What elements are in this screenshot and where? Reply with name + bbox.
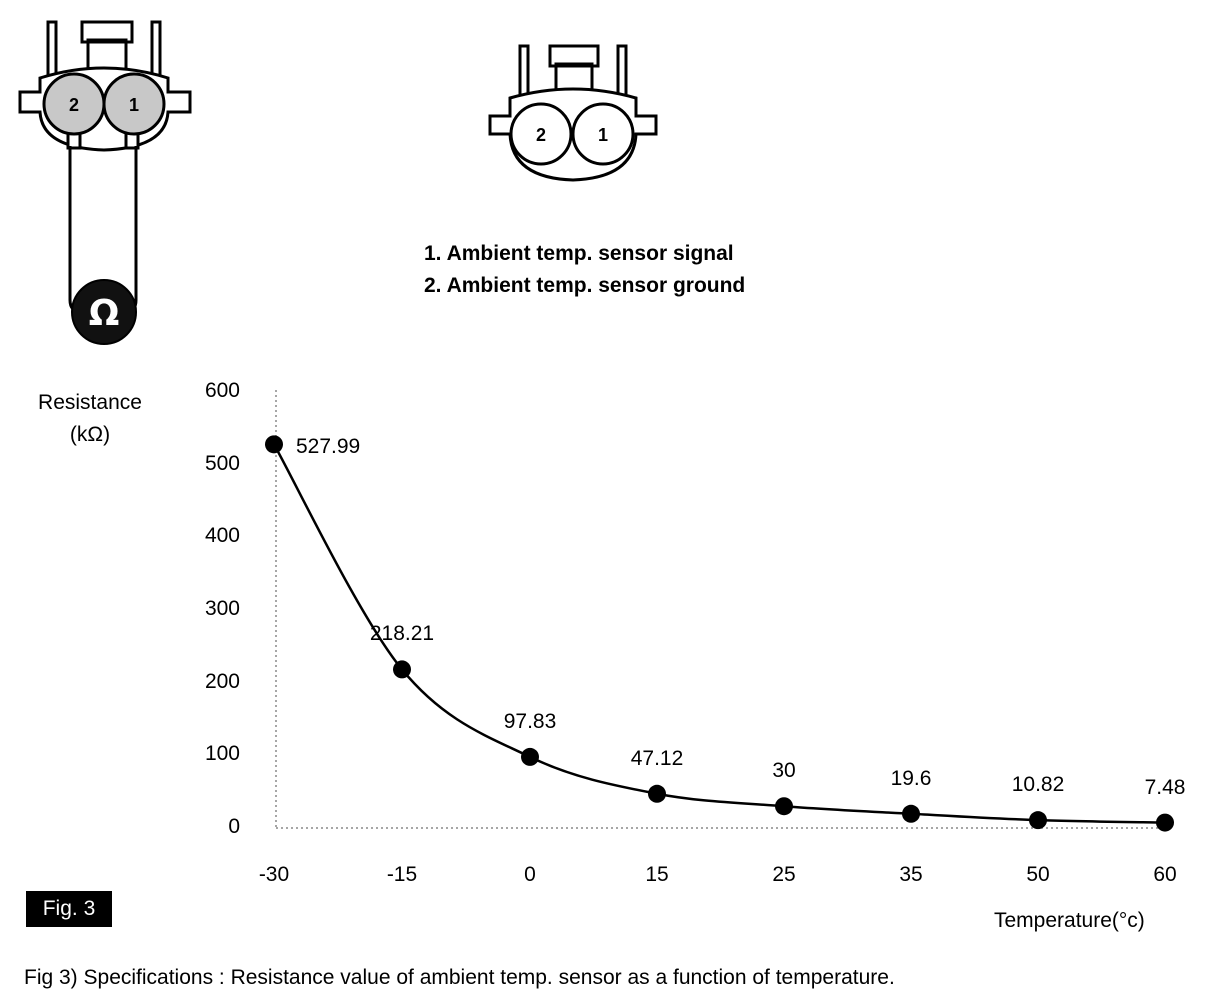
y-tick-label: 500: [204, 451, 240, 475]
figure-caption: Fig 3) Specifications : Resistance value…: [24, 966, 895, 989]
data-point-2: [521, 747, 539, 766]
x-tick-label: -30: [258, 863, 290, 886]
pin-view-connector: [488, 44, 658, 182]
data-point-1: [393, 660, 411, 679]
y-axis-label: Resistance (kΩ): [22, 387, 158, 451]
data-value-label: 97.83: [503, 709, 557, 733]
data-point-6: [1029, 811, 1047, 830]
data-points: [265, 435, 1174, 832]
y-tick-label: 100: [204, 742, 240, 766]
data-point-3: [648, 784, 666, 803]
data-point-7: [1156, 813, 1174, 832]
y-tick-label: 0: [228, 815, 240, 838]
x-tick-label: 0: [524, 863, 536, 886]
y-axis-label-line-2: (kΩ): [69, 423, 111, 446]
data-value-label: 30: [772, 759, 796, 783]
data-value-label: 218.21: [369, 622, 435, 646]
pin-1-circle: [571, 102, 635, 166]
data-value-label: 10.82: [1011, 773, 1065, 797]
probed-pin-1: [102, 72, 166, 136]
x-tick-label: -15: [386, 863, 418, 886]
probed-pin-1-number: 1: [129, 95, 139, 115]
probed-connector: [18, 20, 192, 152]
y-tick-label: 200: [204, 669, 240, 693]
probed-pin-2-number: 2: [69, 95, 79, 115]
data-point-4: [775, 797, 793, 816]
y-tick-label: 400: [204, 524, 240, 548]
legend-pin-1: 1. Ambient temp. sensor signal: [424, 242, 734, 265]
ohmmeter-icon: [71, 279, 137, 345]
data-value-label: 7.48: [1144, 775, 1186, 799]
ohm-symbol: Ω: [89, 293, 120, 334]
figure-badge: Fig. 3: [26, 891, 112, 927]
data-value-label: 527.99: [296, 435, 361, 459]
y-tick-label: 300: [204, 597, 240, 620]
x-tick-label: 35: [899, 863, 923, 886]
data-value-label: 19.6: [890, 766, 932, 790]
pin-2-number: 2: [536, 125, 546, 145]
x-tick-label: 50: [1026, 863, 1050, 886]
legend-pin-2: 2. Ambient temp. sensor ground: [424, 274, 746, 297]
pin-2-circle: [509, 102, 573, 166]
pin-legend: 1. Ambient temp. sensor signal 2. Ambien…: [424, 238, 745, 302]
data-value-label: 47.12: [630, 746, 684, 770]
x-axis-label: Temperature(°c): [994, 909, 1145, 932]
y-tick-label: 600: [204, 379, 240, 402]
data-point-0: [265, 435, 283, 454]
y-axis-label-line-1: Resistance: [38, 391, 142, 414]
data-point-5: [902, 804, 920, 823]
pin-1-number: 1: [598, 125, 608, 145]
x-tick-label: 25: [772, 863, 796, 886]
x-tick-label: 15: [645, 863, 669, 886]
x-tick-label: 60: [1153, 863, 1177, 886]
